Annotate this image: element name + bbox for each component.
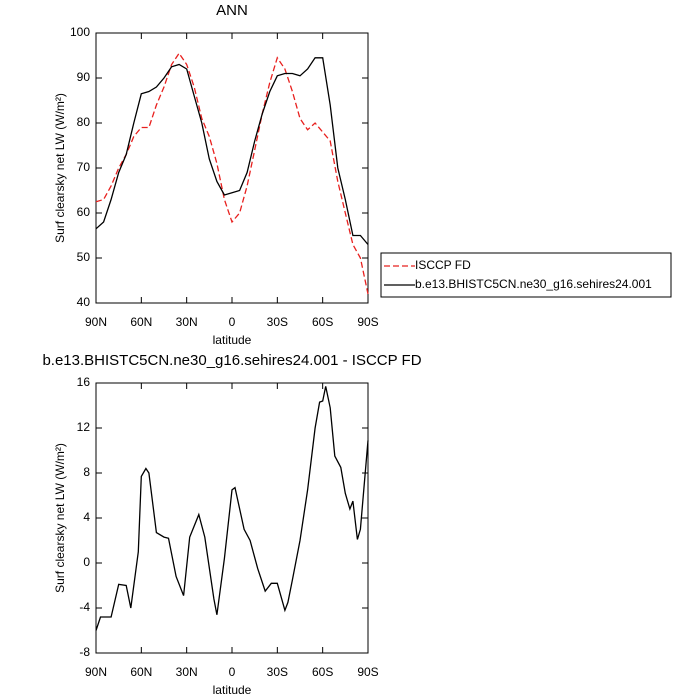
x-tick-label: 90N <box>85 315 107 329</box>
legend-label: ISCCP FD <box>415 258 471 272</box>
x-axis-label: latitude <box>213 683 252 697</box>
y-tick-label: 80 <box>77 115 91 129</box>
x-tick-label: 30N <box>176 665 198 679</box>
plot-frame <box>95 382 369 654</box>
x-axis-label: latitude <box>213 333 252 347</box>
y-tick-label: -4 <box>79 600 90 614</box>
y-axis-label: Surf clearsky net LW (W/m²) <box>53 443 67 593</box>
x-tick-label: 60N <box>130 665 152 679</box>
y-tick-label: 70 <box>77 160 91 174</box>
y-tick-label: 100 <box>70 25 90 39</box>
x-tick-label: 60S <box>312 315 333 329</box>
x-tick-label: 30N <box>176 315 198 329</box>
y-tick-label: 0 <box>83 555 90 569</box>
y-tick-label: 60 <box>77 205 91 219</box>
series-line <box>95 52 369 295</box>
x-tick-label: 60N <box>130 315 152 329</box>
x-tick-label: 90S <box>357 665 378 679</box>
y-tick-label: 50 <box>77 250 91 264</box>
x-tick-label: 30S <box>267 315 288 329</box>
x-tick-label: 90S <box>357 315 378 329</box>
y-tick-label: 40 <box>77 295 91 309</box>
x-tick-label: 0 <box>229 315 236 329</box>
legend-label: b.e13.BHISTC5CN.ne30_g16.sehires24.001 <box>415 277 652 291</box>
x-tick-label: 0 <box>229 665 236 679</box>
x-tick-label: 60S <box>312 665 333 679</box>
chart-title: b.e13.BHISTC5CN.ne30_g16.sehires24.001 -… <box>42 352 421 369</box>
x-tick-label: 90N <box>85 665 107 679</box>
x-tick-label: 30S <box>267 665 288 679</box>
y-axis-label: Surf clearsky net LW (W/m²) <box>53 93 67 243</box>
series-line <box>95 386 369 631</box>
y-tick-label: -8 <box>79 645 90 659</box>
series-line <box>95 57 369 245</box>
y-tick-label: 8 <box>83 465 90 479</box>
legend-box <box>380 252 672 298</box>
y-tick-label: 16 <box>77 375 91 389</box>
chart-title: ANN <box>216 2 248 19</box>
y-tick-label: 12 <box>77 420 91 434</box>
plot-frame <box>95 32 369 304</box>
y-tick-label: 90 <box>77 70 91 84</box>
y-tick-label: 4 <box>83 510 90 524</box>
